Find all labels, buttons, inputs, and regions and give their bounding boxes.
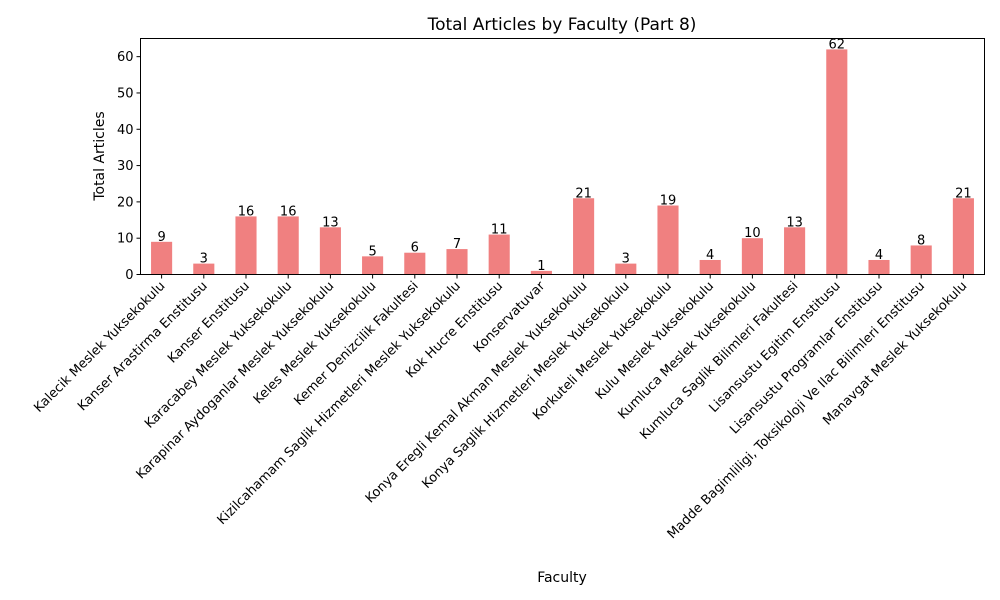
bar [910, 245, 932, 275]
x-tick-label: Konservatuvar [471, 278, 549, 356]
y-tick-label: 20 [117, 195, 134, 210]
bars-layer [151, 49, 974, 275]
bar-value-label: 11 [491, 223, 508, 238]
x-tick-label: Lisansustu Programlar Enstitusu [727, 279, 886, 438]
bar-value-label: 19 [660, 194, 677, 209]
bar [741, 238, 763, 275]
bar [615, 263, 637, 275]
bar-value-label: 4 [706, 248, 714, 263]
bar-value-label: 1 [537, 259, 545, 274]
bar [868, 259, 890, 275]
y-tick-label: 0 [125, 268, 133, 283]
x-tick-label: Karapinar Aydoganlar Meslek Yuksekokulu [134, 279, 338, 483]
bar-value-label: 5 [368, 244, 376, 259]
bar [235, 216, 257, 275]
bar [952, 198, 974, 275]
bar [277, 216, 299, 275]
bar-value-label: 8 [917, 233, 925, 248]
y-axis-label: Total Articles [92, 111, 108, 201]
bar-value-label: 21 [955, 186, 972, 201]
bar [193, 263, 215, 275]
chart-title: Total Articles by Faculty (Part 8) [427, 15, 697, 35]
bar-value-label: 62 [829, 37, 846, 52]
bar-value-label: 10 [744, 226, 761, 241]
bar-value-label: 3 [622, 252, 630, 267]
bar-value-label: 6 [411, 241, 419, 256]
bar-value-label: 16 [280, 204, 297, 219]
plot-frame [140, 38, 985, 275]
bar [826, 49, 848, 275]
bar [530, 270, 552, 275]
bar [319, 227, 341, 275]
bar-value-label: 13 [322, 215, 339, 230]
y-tick-label: 10 [117, 232, 134, 247]
bar [657, 205, 679, 275]
y-tick-label: 60 [117, 50, 134, 65]
bar [488, 234, 510, 275]
bar-value-label: 7 [453, 237, 461, 252]
bar [362, 256, 384, 275]
y-tick-label: 40 [117, 123, 134, 138]
bar [446, 249, 468, 275]
bar-value-label: 21 [575, 186, 592, 201]
bar-value-label: 3 [200, 252, 208, 267]
bar [573, 198, 595, 275]
bar [784, 227, 806, 275]
bar-value-label: 4 [875, 248, 883, 263]
bar [404, 252, 426, 275]
y-tick-label: 30 [117, 159, 134, 174]
bar-value-label: 13 [786, 215, 803, 230]
bar-value-label: 9 [157, 230, 165, 245]
bar [699, 259, 721, 275]
bar [151, 241, 173, 275]
y-axis: 0 10 20 30 40 50 60 [117, 50, 141, 283]
y-tick-label: 50 [117, 86, 134, 101]
bar-value-label: 16 [238, 204, 255, 219]
x-axis-label: Faculty [537, 570, 587, 586]
